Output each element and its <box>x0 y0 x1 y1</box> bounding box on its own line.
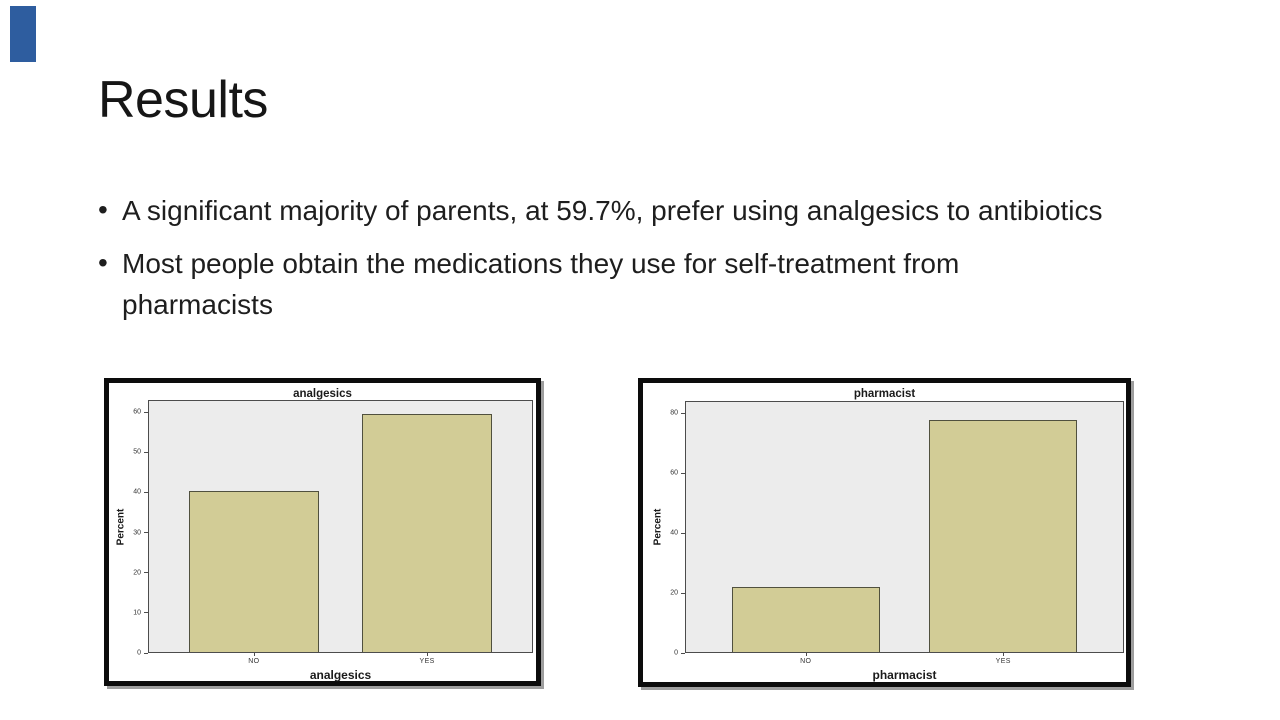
x-axis-category-label: YES <box>419 658 435 665</box>
chart-pharmacist: pharmacist 0 20 40 60 80 NO YES pharmacist Percen… <box>638 378 1131 687</box>
x-axis-tick <box>253 653 255 656</box>
y-axis-tick-label: 80 <box>670 409 678 417</box>
bar-yes <box>928 419 1078 652</box>
y-axis-tick-label: 30 <box>133 529 141 537</box>
chart-plot-area <box>685 401 1124 653</box>
x-axis-title: analgesics <box>309 668 372 682</box>
y-axis-tick <box>681 532 685 534</box>
x-axis-tick <box>427 653 429 656</box>
y-axis-tick <box>681 652 685 654</box>
y-axis-tick-label: 60 <box>133 408 141 416</box>
y-axis-tick <box>681 412 685 414</box>
x-axis-category-label: NO <box>248 658 260 665</box>
y-axis-tick <box>144 451 148 453</box>
y-axis-tick-label: 0 <box>674 649 678 657</box>
bar-no <box>731 586 881 652</box>
y-axis-title: Percent <box>652 508 664 546</box>
chart-analgesics: analgesics 0 10 20 30 40 50 60 NO YES analgesics Pe… <box>104 378 541 686</box>
y-axis-tick-label: 10 <box>133 609 141 617</box>
y-axis-tick <box>144 652 148 654</box>
x-axis-title: pharmacist <box>872 668 937 682</box>
x-axis-tick <box>805 653 807 656</box>
y-axis-tick <box>144 612 148 614</box>
bullet-item-pharmacists: Most people obtain the medications they … <box>98 242 1108 325</box>
y-axis-tick-label: 60 <box>670 469 678 477</box>
y-axis-tick-label: 0 <box>137 649 141 657</box>
y-axis-tick-label: 40 <box>133 488 141 496</box>
chart-title: analgesics <box>293 388 352 400</box>
accent-bar <box>10 6 36 62</box>
y-axis-tick <box>144 411 148 413</box>
chart-plot-area <box>148 400 533 653</box>
y-axis-tick <box>144 532 148 534</box>
y-axis-tick <box>144 491 148 493</box>
bullet-item-analgesics: A significant majority of parents, at 59… <box>98 189 1108 231</box>
y-axis-tick-label: 20 <box>133 569 141 577</box>
y-axis-title: Percent <box>115 508 127 545</box>
x-axis-tick <box>1003 653 1005 656</box>
y-axis-tick <box>144 572 148 574</box>
x-axis-category-label: NO <box>800 658 812 665</box>
bar-no <box>189 491 320 652</box>
y-axis-tick-label: 40 <box>670 529 678 537</box>
slide-title: Results <box>98 71 268 129</box>
y-axis-tick <box>681 472 685 474</box>
bullet-list: A significant majority of parents, at 59… <box>98 189 1108 325</box>
bar-yes <box>361 414 492 652</box>
y-axis-tick-label: 20 <box>670 589 678 597</box>
y-axis-tick-label: 50 <box>133 448 141 456</box>
x-axis-category-label: YES <box>995 658 1011 665</box>
y-axis-tick <box>681 592 685 594</box>
chart-title: pharmacist <box>853 388 916 400</box>
